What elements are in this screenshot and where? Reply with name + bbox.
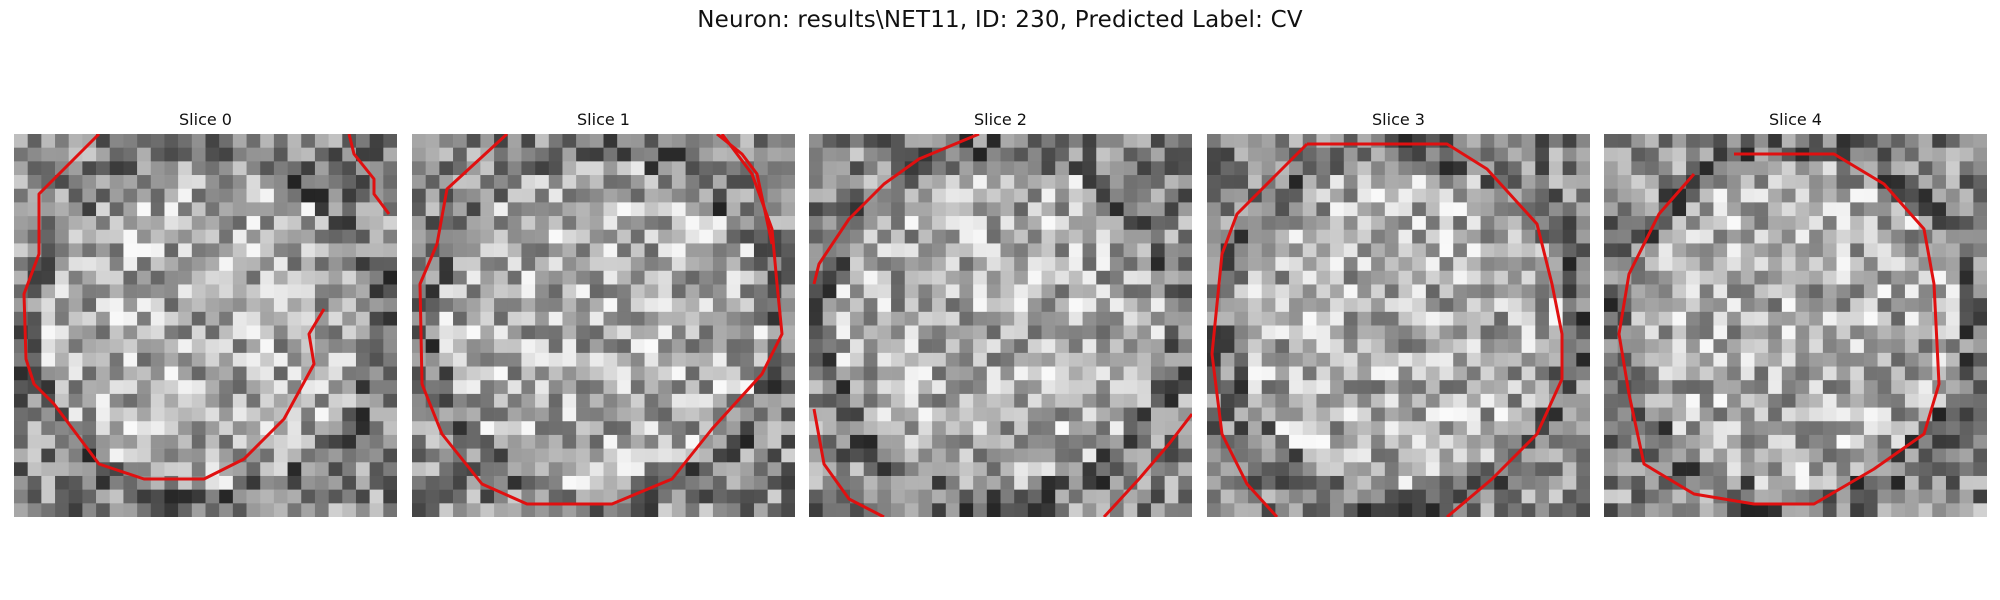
segmentation-contour bbox=[812, 408, 885, 517]
slice-title: Slice 4 bbox=[1769, 110, 1822, 129]
slice-title: Slice 2 bbox=[974, 110, 1027, 129]
slice-panel-2: Slice 2 bbox=[809, 109, 1192, 517]
segmentation-contour bbox=[22, 134, 326, 481]
slice-panel-1: Slice 1 bbox=[412, 109, 795, 517]
segmentation-contour bbox=[1210, 142, 1309, 517]
segmentation-contour bbox=[1307, 142, 1564, 517]
slice-title: Slice 3 bbox=[1372, 110, 1425, 129]
slice-title: Slice 0 bbox=[179, 110, 232, 129]
segmentation-contour bbox=[812, 134, 980, 285]
slice-panel-3: Slice 3 bbox=[1207, 109, 1590, 517]
slice-panel-4: Slice 4 bbox=[1604, 109, 1987, 517]
slice-image bbox=[1604, 134, 1987, 517]
segmentation-contour bbox=[347, 134, 391, 215]
slice-image bbox=[412, 134, 795, 517]
segmentation-contour bbox=[418, 134, 784, 506]
segmentation-contour bbox=[1102, 413, 1192, 517]
segmentation-contour bbox=[1617, 152, 1941, 506]
slice-panel-0: Slice 0 bbox=[14, 109, 397, 517]
slice-image bbox=[14, 134, 397, 517]
slice-image bbox=[809, 134, 1192, 517]
slice-image bbox=[1207, 134, 1590, 517]
segmentation-contour bbox=[716, 134, 774, 245]
slice-title: Slice 1 bbox=[577, 110, 630, 129]
figure-title: Neuron: results\NET11, ID: 230, Predicte… bbox=[697, 7, 1303, 33]
